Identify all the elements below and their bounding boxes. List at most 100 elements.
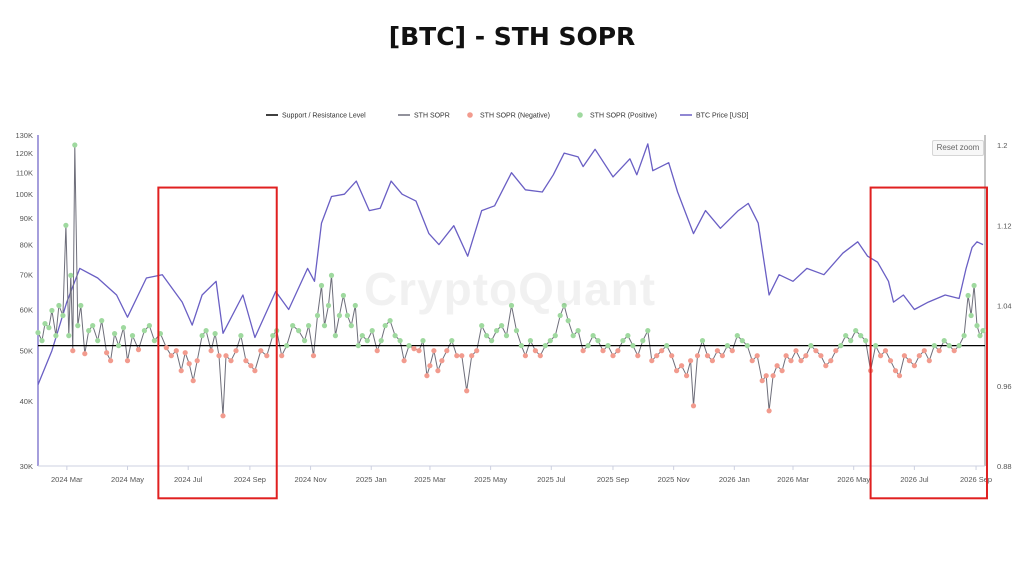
sopr-negative-point	[233, 348, 239, 354]
y-left-tick-label: 80K	[20, 241, 33, 250]
sopr-positive-point	[843, 333, 849, 339]
sopr-negative-point	[228, 358, 234, 364]
legend-item: STH SOPR (Negative)	[467, 112, 550, 120]
sopr-negative-point	[896, 373, 903, 379]
y-right-tick-label: 0.96	[997, 382, 1012, 391]
x-tick-label: 2025 Jan	[356, 475, 387, 484]
sopr-negative-point	[168, 353, 174, 359]
sopr-positive-point	[645, 328, 651, 334]
sopr-negative-point	[104, 350, 110, 356]
sopr-negative-point	[688, 358, 694, 364]
sopr-negative-point	[798, 358, 804, 364]
sopr-negative-point	[763, 373, 769, 379]
sopr-positive-point	[971, 282, 977, 289]
sopr-positive-point	[595, 338, 601, 344]
sopr-negative-point	[684, 373, 690, 379]
sopr-positive-point	[499, 323, 505, 329]
sopr-negative-point	[719, 353, 726, 359]
sopr-negative-point	[714, 348, 721, 354]
x-tick-label: 2026 Sep	[960, 475, 992, 484]
sopr-positive-point	[325, 302, 332, 309]
sopr-negative-point	[892, 368, 899, 374]
sopr-negative-point	[901, 353, 908, 359]
sopr-positive-point	[590, 333, 596, 339]
sopr-positive-point	[296, 328, 302, 334]
sopr-positive-point	[86, 328, 92, 334]
sopr-positive-point	[863, 338, 869, 344]
sopr-positive-point	[508, 302, 515, 309]
sopr-negative-point	[464, 388, 470, 394]
sopr-positive-point	[547, 338, 553, 344]
sopr-positive-point	[314, 312, 321, 319]
sopr-positive-point	[199, 333, 205, 339]
sopr-negative-point	[163, 345, 169, 351]
legend-label: STH SOPR	[414, 113, 450, 120]
sopr-positive-point	[853, 328, 859, 334]
sopr-positive-point	[449, 338, 455, 344]
sopr-positive-point	[838, 343, 844, 349]
sopr-positive-point	[699, 338, 706, 344]
sopr-positive-point	[931, 343, 937, 349]
y-right-tick-label: 1.2	[997, 141, 1007, 150]
legend-dot-symbol	[467, 112, 473, 118]
sopr-positive-point	[961, 333, 967, 339]
sopr-negative-point	[659, 348, 665, 354]
sopr-negative-point	[223, 353, 229, 359]
sopr-negative-point	[424, 373, 430, 379]
sopr-negative-point	[887, 358, 894, 364]
sopr-negative-point	[252, 368, 258, 374]
sopr-negative-point	[921, 348, 927, 354]
sopr-negative-point	[833, 348, 839, 354]
y-right-tick-label: 1.04	[997, 302, 1012, 311]
sopr-negative-point	[783, 353, 789, 359]
highlight-box	[869, 186, 988, 500]
sopr-negative-point	[882, 348, 889, 354]
x-tick-label: 2026 Jan	[719, 475, 750, 484]
sopr-positive-point	[328, 272, 335, 278]
sopr-negative-point	[704, 353, 711, 359]
sopr-negative-point	[580, 348, 586, 354]
sopr-positive-point	[965, 292, 971, 299]
sopr-negative-point	[813, 348, 819, 354]
sopr-positive-point	[352, 302, 358, 309]
sopr-negative-point	[818, 353, 824, 359]
sopr-positive-point	[203, 328, 209, 334]
sopr-positive-point	[146, 323, 152, 329]
y-left-tick-label: 30K	[20, 462, 33, 471]
sopr-negative-point	[182, 350, 188, 356]
sopr-negative-point	[615, 348, 621, 354]
sopr-negative-point	[374, 348, 380, 354]
sopr-positive-point	[484, 333, 490, 339]
sopr-positive-point	[99, 318, 105, 324]
highlight-boxes-layer	[157, 186, 988, 500]
sopr-negative-point	[788, 358, 794, 364]
sopr-dots-layer	[35, 142, 986, 419]
sopr-positive-point	[974, 323, 980, 329]
sopr-positive-point	[941, 338, 947, 344]
sopr-negative-point	[431, 348, 437, 354]
sopr-positive-point	[35, 330, 41, 336]
reset-zoom-button[interactable]: Reset zoom	[932, 140, 984, 156]
sopr-positive-point	[585, 343, 591, 349]
x-tick-label: 2024 Mar	[51, 475, 83, 484]
sopr-positive-point	[72, 142, 78, 148]
sopr-negative-point	[779, 368, 785, 374]
sopr-positive-point	[625, 333, 631, 339]
sopr-negative-point	[759, 378, 765, 384]
sopr-negative-point	[82, 351, 88, 357]
sopr-positive-point	[364, 338, 370, 344]
sopr-negative-point	[654, 353, 660, 359]
sopr-negative-point	[610, 353, 616, 359]
sopr-negative-point	[401, 358, 407, 364]
sopr-positive-point	[527, 338, 534, 344]
y-left-tick-label: 50K	[20, 347, 33, 356]
y-left-tick-label: 90K	[20, 214, 33, 223]
sopr-positive-point	[980, 328, 986, 334]
sopr-positive-point	[63, 222, 69, 228]
sopr-negative-point	[439, 358, 445, 364]
sopr-negative-point	[186, 361, 192, 367]
sopr-negative-point	[649, 358, 655, 364]
sopr-negative-point	[936, 348, 942, 354]
y-right-tick-label: 1.12	[997, 221, 1012, 230]
